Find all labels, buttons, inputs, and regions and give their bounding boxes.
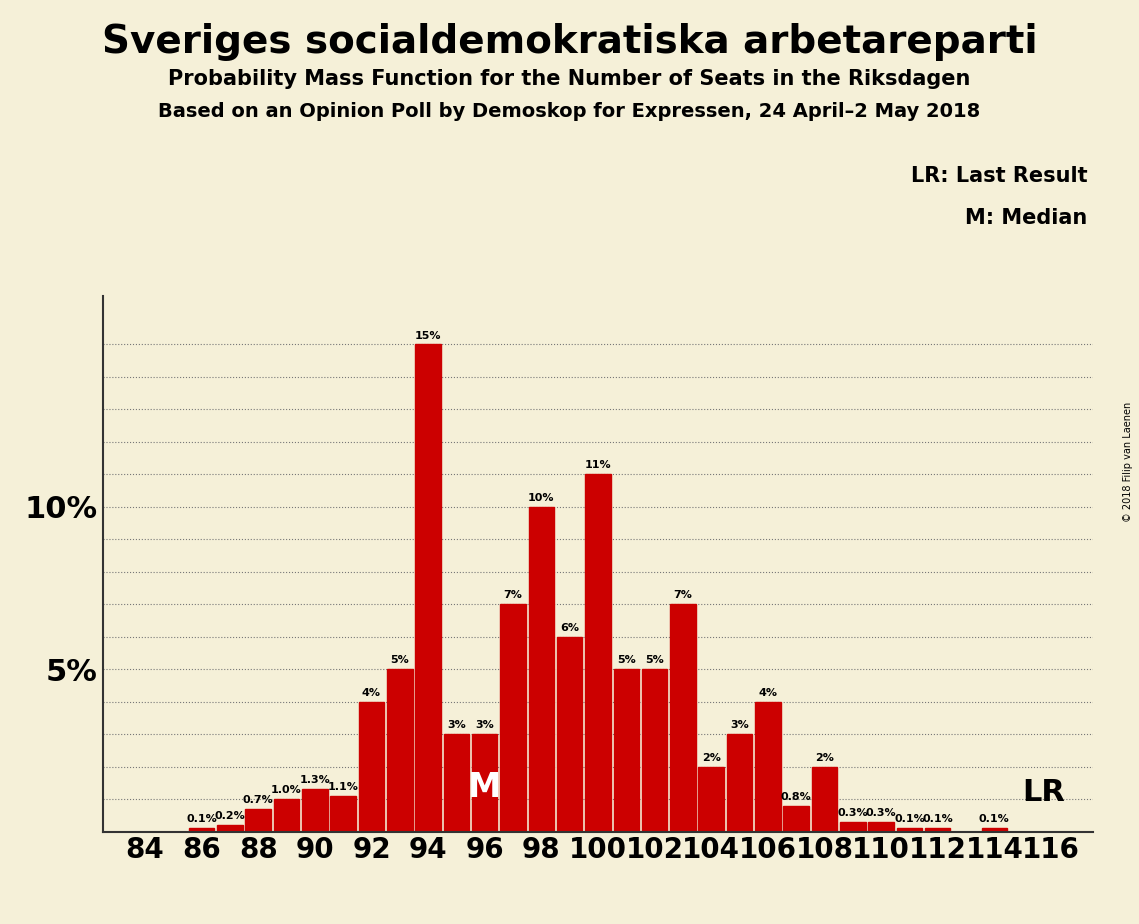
Text: Based on an Opinion Poll by Demoskop for Expressen, 24 April–2 May 2018: Based on an Opinion Poll by Demoskop for… <box>158 102 981 121</box>
Text: 15%: 15% <box>415 331 441 341</box>
Bar <box>302 789 328 832</box>
Text: 0.3%: 0.3% <box>837 808 868 818</box>
Text: 2%: 2% <box>816 753 834 762</box>
Bar <box>982 828 1007 832</box>
Text: © 2018 Filip van Laenen: © 2018 Filip van Laenen <box>1123 402 1133 522</box>
Bar <box>614 669 639 832</box>
Bar <box>359 701 384 832</box>
Text: 7%: 7% <box>673 590 693 601</box>
Text: 0.1%: 0.1% <box>923 814 953 824</box>
Text: 5%: 5% <box>391 655 409 665</box>
Text: 7%: 7% <box>503 590 523 601</box>
Text: 0.1%: 0.1% <box>894 814 925 824</box>
Text: 11%: 11% <box>584 460 612 470</box>
Text: 3%: 3% <box>475 721 494 730</box>
Text: 0.8%: 0.8% <box>781 792 811 802</box>
Text: 1.1%: 1.1% <box>328 782 359 792</box>
Text: 10%: 10% <box>528 492 555 503</box>
Bar <box>472 735 498 832</box>
Text: Probability Mass Function for the Number of Seats in the Riksdagen: Probability Mass Function for the Number… <box>169 69 970 90</box>
Bar <box>727 735 752 832</box>
Bar <box>841 821 866 832</box>
Text: M: Median: M: Median <box>966 208 1088 228</box>
Text: 5%: 5% <box>617 655 636 665</box>
Text: 2%: 2% <box>702 753 721 762</box>
Bar <box>528 506 554 832</box>
Text: 0.3%: 0.3% <box>866 808 896 818</box>
Bar <box>755 701 780 832</box>
Text: LR: Last Result: LR: Last Result <box>911 166 1088 187</box>
Text: 0.7%: 0.7% <box>243 795 273 805</box>
Text: M: M <box>468 771 501 804</box>
Bar <box>896 828 923 832</box>
Bar <box>642 669 667 832</box>
Text: Sveriges socialdemokratiska arbetareparti: Sveriges socialdemokratiska arbetarepart… <box>101 23 1038 61</box>
Bar <box>387 669 412 832</box>
Bar <box>868 821 894 832</box>
Text: 3%: 3% <box>730 721 749 730</box>
Bar <box>557 637 582 832</box>
Bar <box>500 604 526 832</box>
Text: 0.1%: 0.1% <box>187 814 216 824</box>
Text: 6%: 6% <box>560 623 579 633</box>
Text: 5%: 5% <box>645 655 664 665</box>
Text: LR: LR <box>1023 778 1065 808</box>
Bar <box>444 735 469 832</box>
Bar <box>218 825 243 832</box>
Bar <box>812 767 837 832</box>
Bar <box>784 806 809 832</box>
Bar <box>698 767 724 832</box>
Bar <box>585 474 611 832</box>
Bar <box>273 799 300 832</box>
Bar <box>416 345 441 832</box>
Text: 4%: 4% <box>759 687 777 698</box>
Bar <box>246 808 271 832</box>
Text: 0.2%: 0.2% <box>214 811 245 821</box>
Bar <box>189 828 214 832</box>
Bar <box>925 828 950 832</box>
Bar <box>330 796 355 832</box>
Text: 1.3%: 1.3% <box>300 775 330 785</box>
Text: 1.0%: 1.0% <box>271 785 302 796</box>
Text: 3%: 3% <box>446 721 466 730</box>
Text: 4%: 4% <box>362 687 380 698</box>
Text: 0.1%: 0.1% <box>980 814 1009 824</box>
Bar <box>670 604 696 832</box>
